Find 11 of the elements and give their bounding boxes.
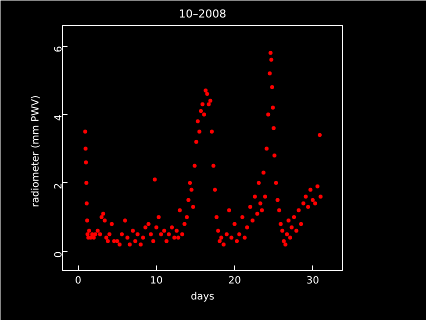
y-tick-label: 6 bbox=[54, 46, 64, 52]
x-tick-label: 30 bbox=[306, 276, 320, 286]
y-tick-label: 2 bbox=[54, 182, 64, 190]
y-tick-label: 4 bbox=[54, 114, 64, 121]
x-tick-label: 10 bbox=[150, 276, 163, 286]
y-axis-title: radiometer (mm PWV) bbox=[30, 95, 42, 208]
x-axis-title: days bbox=[190, 292, 214, 302]
x-tick-label: 20 bbox=[228, 276, 241, 286]
y-tick-label: 0 bbox=[54, 251, 64, 258]
x-tick-label: 0 bbox=[74, 276, 82, 286]
chart-title: 10–2008 bbox=[178, 8, 226, 20]
